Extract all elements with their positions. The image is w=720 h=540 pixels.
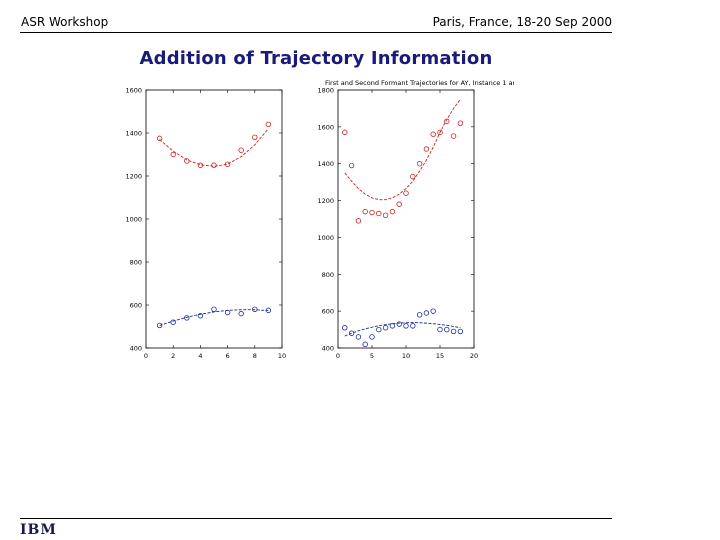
data-point — [348, 330, 355, 336]
slide-title: Addition of Trajectory Information — [139, 48, 493, 69]
data-point — [342, 129, 348, 136]
data-point — [423, 146, 430, 152]
data-point — [457, 328, 464, 335]
data-point — [265, 121, 272, 128]
x-tick-label: 8 — [253, 352, 257, 360]
data-point — [430, 131, 436, 137]
header-rule — [20, 32, 612, 33]
data-point — [348, 162, 355, 169]
data-point — [156, 135, 163, 142]
data-point — [437, 129, 443, 136]
x-tick-label: 0 — [144, 352, 148, 360]
data-point — [369, 209, 375, 216]
data-point — [355, 334, 362, 340]
data-point — [403, 190, 409, 196]
data-point — [382, 212, 389, 219]
data-point — [362, 341, 368, 348]
x-tick-label: 5 — [370, 352, 374, 360]
y-tick-label: 800 — [130, 259, 142, 267]
data-point — [238, 310, 244, 317]
header-left: ASR Workshop — [21, 15, 109, 29]
x-tick-label: 6 — [226, 352, 230, 360]
data-point — [342, 325, 348, 331]
x-tick-label: 20 — [470, 352, 478, 360]
y-tick-label: 1000 — [317, 234, 334, 242]
y-tick-label: 800 — [322, 271, 334, 279]
y-tick-label: 1600 — [317, 123, 334, 131]
data-point — [252, 134, 258, 140]
plot-frame — [337, 89, 475, 349]
data-point — [211, 162, 217, 168]
data-point — [376, 210, 382, 217]
plot-frame — [145, 89, 283, 349]
data-point — [389, 323, 396, 329]
y-tick-label: 1400 — [125, 130, 142, 138]
data-point — [450, 133, 457, 139]
footer-rule — [20, 518, 612, 519]
y-tick-label: 1000 — [125, 216, 142, 224]
data-point — [403, 323, 409, 329]
fit-curve — [159, 309, 269, 326]
fit-curve — [159, 128, 269, 167]
x-tick-label: 0 — [336, 352, 340, 360]
x-tick-label: 10 — [402, 352, 410, 360]
data-point — [355, 218, 362, 224]
data-point — [389, 208, 396, 215]
data-point — [396, 201, 402, 207]
data-point — [416, 161, 423, 167]
x-tick-label: 4 — [198, 352, 202, 360]
y-tick-label: 1400 — [317, 160, 334, 168]
y-tick-label: 600 — [322, 308, 334, 316]
data-point — [376, 326, 382, 333]
data-point — [444, 326, 450, 333]
data-point — [362, 208, 368, 215]
data-point — [410, 173, 416, 180]
ibm-logo: IBM — [20, 522, 57, 538]
data-point — [197, 313, 204, 319]
x-tick-label: 2 — [171, 352, 175, 360]
data-point — [369, 334, 375, 340]
data-point — [382, 325, 389, 331]
chart-left: 400 600 800 1000 1200 1400 1600 0 2 4 6 8 10 — [125, 87, 286, 361]
fit-curve — [344, 322, 461, 337]
y-tick-label: 400 — [130, 345, 142, 353]
x-tick-label: 10 — [278, 352, 286, 360]
data-point — [156, 322, 163, 329]
x-tick-label: 15 — [436, 352, 444, 360]
header-right: Paris, France, 18-20 Sep 2000 — [432, 15, 612, 29]
chart-title: First and Second Formant Trajectories fo… — [325, 79, 514, 87]
y-tick-label: 400 — [322, 345, 334, 353]
y-tick-label: 1800 — [317, 87, 334, 95]
data-point — [238, 147, 244, 153]
data-point — [416, 312, 423, 318]
data-point — [437, 326, 443, 333]
chart-right: First and Second Formant Trajectories fo… — [317, 79, 514, 360]
data-point — [410, 323, 416, 329]
data-point — [170, 151, 176, 158]
data-point — [423, 310, 430, 316]
data-point — [430, 308, 436, 314]
fit-curve — [344, 98, 461, 201]
y-tick-label: 600 — [130, 302, 142, 310]
data-point — [457, 120, 464, 126]
data-point — [211, 306, 217, 312]
data-point — [184, 315, 190, 321]
data-point — [396, 321, 402, 327]
data-point — [450, 328, 457, 335]
y-tick-label: 1600 — [125, 87, 142, 95]
y-tick-label: 1200 — [125, 173, 142, 181]
y-tick-label: 1200 — [317, 197, 334, 205]
